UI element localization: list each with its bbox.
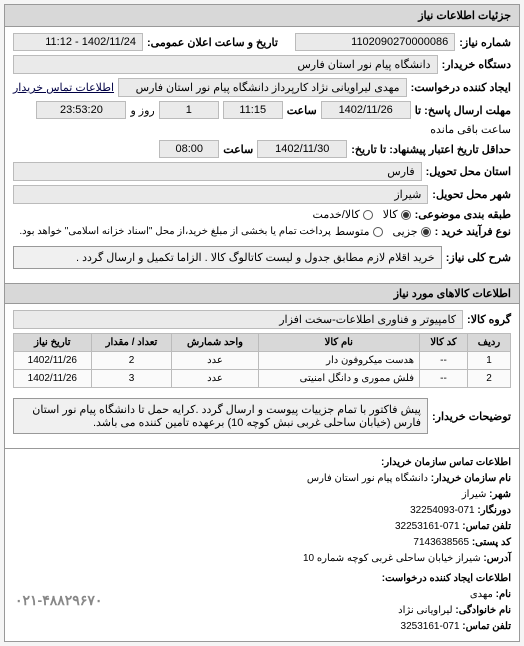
col-row: ردیف	[468, 334, 511, 352]
cell-qty: 3	[91, 370, 172, 388]
cell-name: فلش مموری و دانگل امنیتی	[258, 370, 419, 388]
city-value: شیراز	[13, 185, 428, 204]
creator-value: مهدی لیراویانی نژاد کارپرداز دانشگاه پیا…	[118, 78, 407, 97]
min-time-label: ساعت	[223, 143, 253, 156]
addr-value: شیراز خیابان ساحلی غربی کوچه شماره 10	[303, 553, 481, 564]
province-label: استان محل تحویل:	[426, 165, 511, 178]
cell-code: --	[419, 370, 467, 388]
buyer-label: دستگاه خریدار:	[442, 58, 511, 71]
buy-note: پرداخت تمام یا بخشی از مبلغ خرید،از محل …	[19, 226, 331, 237]
radio-medium[interactable]: متوسط	[335, 225, 383, 238]
fname-value: مهدی	[470, 589, 493, 600]
min-date-label: حداقل تاریخ اعتبار پیشنهاد: تا تاریخ:	[351, 143, 511, 156]
zip-value: 7143638565	[413, 537, 469, 548]
min-date: 1402/11/30	[257, 140, 347, 158]
org-label: نام سازمان خریدار:	[431, 473, 511, 484]
deadline-label: مهلت ارسال پاسخ: تا	[415, 104, 511, 117]
col-date: تاریخ نیاز	[14, 334, 92, 352]
cell-qty: 2	[91, 352, 172, 370]
org-value: دانشگاه پیام نور استان فارس	[307, 473, 428, 484]
radio-minor[interactable]: جزیی	[393, 225, 431, 238]
creator-header: اطلاعات ایجاد کننده درخواست:	[13, 571, 511, 587]
creator-label: ایجاد کننده درخواست:	[411, 81, 511, 94]
deadline-days: 1	[159, 101, 219, 119]
fax-label: دورنگار:	[477, 505, 511, 516]
radio-icon	[363, 210, 373, 220]
radio-medium-label: متوسط	[335, 225, 370, 238]
zip-label: کد پستی:	[472, 537, 511, 548]
buyer-value: دانشگاه پیام نور استان فارس	[13, 55, 438, 74]
min-time: 08:00	[159, 140, 219, 158]
contact-link[interactable]: اطلاعات تماس خریدار	[13, 81, 114, 94]
cell-unit: عدد	[172, 352, 258, 370]
radio-icon	[373, 227, 383, 237]
col-name: نام کالا	[258, 334, 419, 352]
goods-header: اطلاعات کالاهای مورد نیاز	[5, 283, 519, 304]
goods-table: ردیف کد کالا نام کالا واحد شمارش تعداد /…	[13, 333, 511, 388]
city-label: شهر محل تحویل:	[432, 188, 511, 201]
group-value: کامپیوتر و فناوری اطلاعات-سخت افزار	[13, 310, 463, 329]
req-no-label: شماره نیاز:	[459, 36, 511, 49]
buyer-note-text: پیش فاکتور با تمام جزییات پیوست و ارسال …	[13, 398, 428, 434]
table-row: 1 -- هدست میکروفون دار عدد 2 1402/11/26	[14, 352, 511, 370]
radio-service-label: کالا/خدمت	[313, 208, 360, 221]
watermark: ۰۲۱-۴۸۸۲۹۶۷۰	[15, 589, 102, 611]
remain-label: ساعت باقی مانده	[430, 123, 511, 136]
cphone-value: 071-3253161	[401, 621, 460, 632]
table-row: 2 -- فلش مموری و دانگل امنیتی عدد 3 1402…	[14, 370, 511, 388]
cell-code: --	[419, 352, 467, 370]
cphone-label: تلفن تماس:	[462, 621, 511, 632]
desc-text: خرید اقلام لازم مطابق جدول و لیست کاتالو…	[13, 246, 442, 269]
category-label: طبقه بندی موضوعی:	[415, 208, 511, 221]
deadline-time: 11:15	[223, 101, 283, 119]
req-no-value: 1102090270000086	[295, 33, 455, 51]
lname-value: لیراویانی نژاد	[398, 605, 452, 616]
days-label: روز و	[130, 104, 154, 117]
col-unit: واحد شمارش	[172, 334, 258, 352]
province-value: فارس	[13, 162, 422, 181]
radio-minor-label: جزیی	[393, 225, 418, 238]
cell-row: 2	[468, 370, 511, 388]
deadline-time-label: ساعت	[287, 104, 317, 117]
buyer-note-label: توضیحات خریدار:	[432, 410, 511, 423]
addr-label: آدرس:	[483, 553, 511, 564]
phone-label: تلفن تماس:	[462, 521, 511, 532]
deadline-date: 1402/11/26	[321, 101, 411, 119]
radio-goods[interactable]: کالا	[383, 208, 411, 221]
radio-goods-label: کالا	[383, 208, 398, 221]
group-label: گروه کالا:	[467, 313, 511, 326]
buy-type-label: نوع فرآیند خرید :	[435, 225, 511, 238]
radio-icon	[421, 227, 431, 237]
fname-label: نام:	[496, 589, 511, 600]
contact-header: اطلاعات تماس سازمان خریدار:	[13, 455, 511, 471]
fax-value: 071-32254093	[410, 505, 475, 516]
cell-date: 1402/11/26	[14, 370, 92, 388]
panel-title: جزئیات اطلاعات نیاز	[5, 5, 519, 27]
col-qty: تعداد / مقدار	[91, 334, 172, 352]
cell-date: 1402/11/26	[14, 352, 92, 370]
ccity-label: شهر:	[489, 489, 511, 500]
cell-row: 1	[468, 352, 511, 370]
radio-icon	[401, 210, 411, 220]
ccity-value: شیراز	[462, 489, 487, 500]
announce-value: 1402/11/24 - 11:12	[13, 33, 143, 51]
cell-name: هدست میکروفون دار	[258, 352, 419, 370]
phone-value: 071-32253161	[395, 521, 460, 532]
announce-label: تاریخ و ساعت اعلان عمومی:	[147, 36, 278, 49]
radio-service[interactable]: کالا/خدمت	[313, 208, 373, 221]
col-code: کد کالا	[419, 334, 467, 352]
lname-label: نام خانوادگی:	[455, 605, 511, 616]
cell-unit: عدد	[172, 370, 258, 388]
desc-label: شرح کلی نیاز:	[446, 251, 511, 264]
deadline-remain: 23:53:20	[36, 101, 126, 119]
